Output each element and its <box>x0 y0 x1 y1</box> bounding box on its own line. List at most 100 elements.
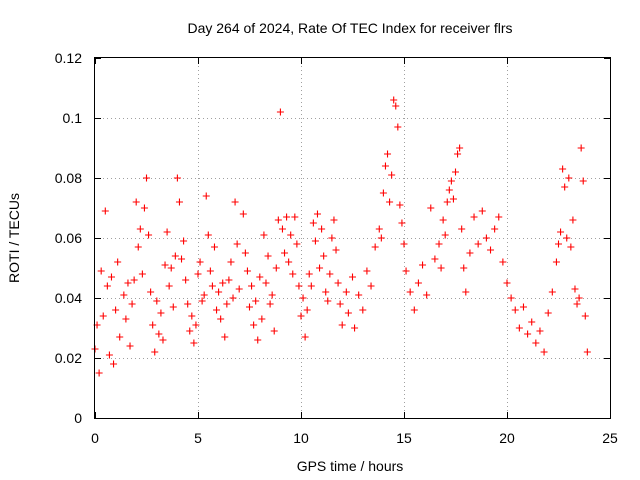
data-point <box>182 276 190 284</box>
data-point <box>454 150 462 158</box>
data-point <box>355 291 363 299</box>
data-point <box>390 96 398 104</box>
data-point <box>569 216 577 224</box>
data-point <box>285 258 293 266</box>
data-point <box>260 231 268 239</box>
data-point <box>349 273 356 281</box>
data-point <box>359 306 367 314</box>
data-point <box>571 285 579 293</box>
data-point <box>264 252 272 260</box>
data-point <box>400 240 408 248</box>
data-point <box>305 270 313 278</box>
data-point <box>239 210 247 218</box>
data-point <box>122 315 130 323</box>
data-point <box>583 348 591 356</box>
x-tick-label: 5 <box>194 430 202 446</box>
plot-frame <box>94 57 611 419</box>
data-point <box>287 231 295 239</box>
data-point <box>165 282 173 290</box>
data-point <box>462 288 470 296</box>
chart-title: Day 264 of 2024, Rate Of TEC Index for r… <box>187 20 512 36</box>
data-point <box>192 321 200 329</box>
x-tick-label: 10 <box>293 430 309 446</box>
data-point <box>515 324 523 332</box>
data-point <box>283 213 291 221</box>
data-point <box>336 300 344 308</box>
data-point <box>163 228 171 236</box>
data-point <box>342 288 350 296</box>
data-point <box>507 294 515 302</box>
data-point <box>311 237 319 245</box>
data-point <box>567 243 575 251</box>
data-point <box>101 207 109 215</box>
data-point <box>456 144 464 152</box>
data-point <box>151 348 159 356</box>
data-point <box>406 288 414 296</box>
data-point <box>322 288 330 296</box>
data-point <box>215 288 223 296</box>
data-point <box>130 276 138 284</box>
data-point <box>536 327 544 335</box>
data-point <box>161 261 169 269</box>
data-point <box>145 231 153 239</box>
y-tick-label: 0 <box>74 410 82 426</box>
data-point <box>128 300 136 308</box>
data-point <box>293 240 301 248</box>
data-point <box>316 264 324 272</box>
data-point <box>419 261 427 269</box>
data-point <box>246 303 253 311</box>
y-tick-label: 0.1 <box>63 110 83 126</box>
data-point <box>474 240 482 248</box>
data-point <box>548 288 556 296</box>
data-point <box>491 225 499 233</box>
data-point <box>103 282 111 290</box>
data-point <box>227 258 235 266</box>
data-point <box>377 234 385 242</box>
data-point <box>107 273 115 281</box>
data-point <box>194 270 202 278</box>
data-point <box>250 321 258 329</box>
data-point <box>276 108 284 116</box>
data-point <box>186 327 194 335</box>
data-point <box>379 189 387 197</box>
data-point <box>458 225 466 233</box>
data-point <box>272 264 280 272</box>
data-point <box>511 306 519 314</box>
data-point <box>190 339 198 347</box>
y-tick-label: 0.12 <box>55 50 82 66</box>
data-points <box>91 96 591 377</box>
data-point <box>388 171 396 179</box>
data-point <box>557 228 565 236</box>
data-point <box>266 300 274 308</box>
data-point <box>278 225 286 233</box>
data-point <box>499 258 507 266</box>
data-point <box>256 273 264 281</box>
data-point <box>532 339 540 347</box>
y-tick-label: 0.08 <box>55 170 82 186</box>
data-point <box>313 210 321 218</box>
data-point <box>439 216 447 224</box>
data-point <box>235 285 243 293</box>
data-point <box>344 309 352 317</box>
data-point <box>431 255 439 263</box>
data-point <box>334 279 342 287</box>
data-point <box>95 369 103 377</box>
data-point <box>126 342 134 350</box>
data-point <box>338 321 346 329</box>
data-point <box>124 279 132 287</box>
data-point <box>478 207 486 215</box>
data-point <box>180 237 188 245</box>
data-point <box>367 282 375 290</box>
x-axis-title: GPS time / hours <box>297 458 404 474</box>
data-point <box>381 162 389 170</box>
data-point <box>188 312 196 320</box>
data-point <box>447 177 455 185</box>
data-point <box>528 318 536 326</box>
data-point <box>202 192 210 200</box>
data-point <box>427 204 435 212</box>
data-point <box>330 216 338 224</box>
data-point <box>299 294 307 302</box>
data-point <box>200 291 208 299</box>
data-point <box>565 174 573 182</box>
